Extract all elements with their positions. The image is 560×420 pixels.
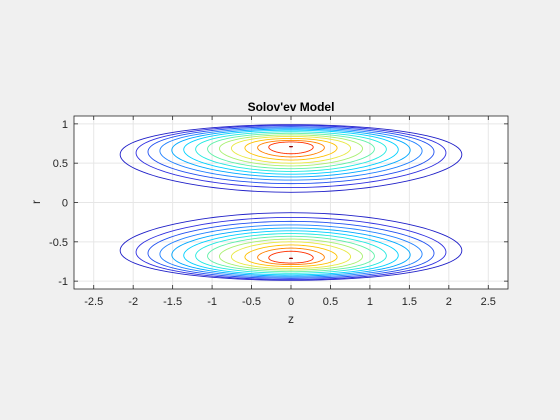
y-axis-label: r xyxy=(29,200,43,204)
contour-upper-level-12 xyxy=(268,141,314,155)
contour-lower-level-5 xyxy=(183,230,399,276)
x-axis-label: z xyxy=(288,312,294,326)
contour-upper-level-2 xyxy=(147,126,435,185)
axes: -2.5 -2 -1.5 -1 -0.5 0 0.5 1 1.5 2 2.5 -1 -0.5 0 0.5 1 xyxy=(49,115,509,308)
x-tick-label: -1.5 xyxy=(163,296,182,308)
contour-lower-level-6 xyxy=(195,233,387,274)
y-tick-label: -1 xyxy=(58,276,68,288)
contour-upper-level-9 xyxy=(230,135,352,164)
x-tick-label: 2.5 xyxy=(481,296,496,308)
contour-upper-level-0 xyxy=(119,124,463,193)
contour-lower-level-7 xyxy=(207,235,375,273)
contour-upper-level-1 xyxy=(135,124,447,189)
x-tick-label: -1 xyxy=(207,296,217,308)
contour-lower-level-4 xyxy=(171,227,411,277)
contour-lower-level-3 xyxy=(159,224,423,278)
contour-upper-level-10 xyxy=(244,137,338,161)
x-tick-label: -2.5 xyxy=(84,296,103,308)
x-tick-label: 1 xyxy=(367,296,373,308)
x-tick-label: -2 xyxy=(128,296,138,308)
y-tick-label: 1 xyxy=(62,119,68,131)
contour-lower-level-9 xyxy=(230,241,352,269)
contour-lower-level-12 xyxy=(268,250,314,264)
contour-lower-level-1 xyxy=(135,216,447,281)
x-tick-label: -0.5 xyxy=(242,296,261,308)
contour-upper-level-3 xyxy=(159,127,423,181)
x-tick-label: 0 xyxy=(288,296,294,308)
contour-upper-level-6 xyxy=(195,131,387,172)
y-tick-label: -0.5 xyxy=(49,237,68,249)
y-tick-label: 0.5 xyxy=(53,158,68,170)
x-tick-label: 0.5 xyxy=(323,296,338,308)
contour-lower-level-2 xyxy=(147,220,435,279)
contour-lower-level-10 xyxy=(244,244,338,268)
grid xyxy=(74,116,508,289)
y-tick-label: 0 xyxy=(62,198,68,210)
contour-upper-level-5 xyxy=(183,129,399,175)
contour-upper-level-8 xyxy=(219,134,363,167)
contour-lower-level-0 xyxy=(119,212,463,281)
x-tick-label: 2 xyxy=(446,296,452,308)
contour-upper-level-7 xyxy=(207,132,375,170)
contour-upper-level-11 xyxy=(257,139,325,158)
contour-lower-level-8 xyxy=(219,238,363,271)
chart-title: Solov'ev Model xyxy=(248,100,335,114)
contour-upper-level-4 xyxy=(171,128,411,178)
contour-lower-level-11 xyxy=(257,247,325,266)
contour-plot xyxy=(119,124,463,281)
x-tick-label: 1.5 xyxy=(402,296,417,308)
